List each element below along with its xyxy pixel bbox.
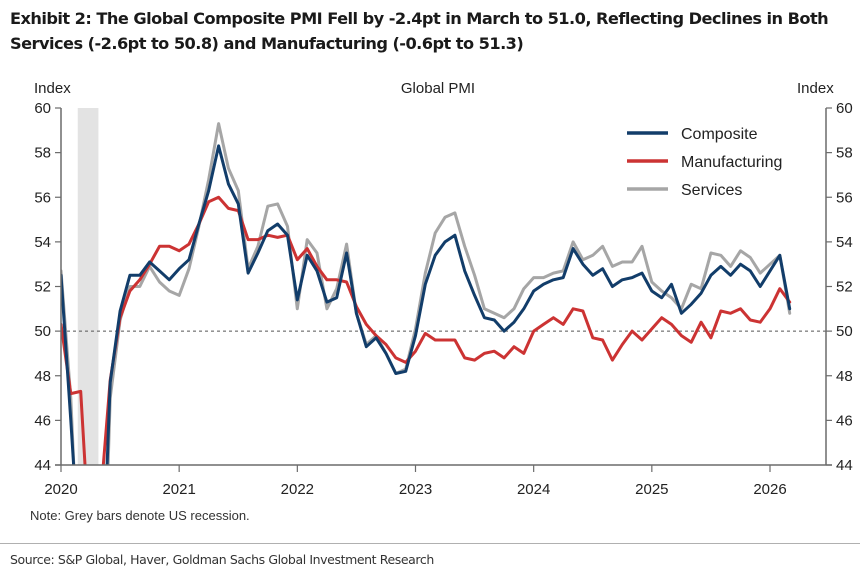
exhibit-title: Exhibit 2: The Global Composite PMI Fell… bbox=[10, 9, 829, 53]
legend-label-manufacturing: Manufacturing bbox=[681, 154, 782, 171]
x-tick-label: 2021 bbox=[162, 481, 195, 498]
right-y-tick-label: 50 bbox=[836, 323, 853, 340]
right-y-tick-label: 46 bbox=[836, 412, 853, 429]
right-y-tick-label: 58 bbox=[836, 145, 853, 162]
right-y-tick-label: 44 bbox=[836, 457, 853, 474]
recession-note: Note: Grey bars denote US recession. bbox=[30, 508, 250, 523]
left-y-tick-label: 60 bbox=[34, 100, 51, 117]
legend-label-services: Services bbox=[681, 182, 742, 199]
right-y-tick-label: 54 bbox=[836, 234, 853, 251]
left-y-tick-label: 46 bbox=[34, 412, 51, 429]
series-line-manufacturing bbox=[61, 195, 792, 465]
source-line: Source: S&P Global, Haver, Goldman Sachs… bbox=[10, 552, 434, 567]
left-y-tick-label: 44 bbox=[34, 457, 51, 474]
left-y-tick-label: 56 bbox=[34, 189, 51, 206]
series-line-services bbox=[61, 122, 792, 465]
x-tick-label: 2026 bbox=[753, 481, 786, 498]
legend: Composite Manufacturing Services bbox=[627, 126, 782, 199]
x-tick-label: 2023 bbox=[399, 481, 432, 498]
left-y-tick-label: 48 bbox=[34, 368, 51, 385]
legend-label-composite: Composite bbox=[681, 126, 758, 143]
right-axis-title: Index bbox=[797, 80, 834, 97]
series-layer bbox=[61, 122, 792, 465]
x-tick-label: 2025 bbox=[635, 481, 668, 498]
x-tick-label: 2020 bbox=[44, 481, 77, 498]
x-tick-label: 2024 bbox=[517, 481, 550, 498]
axes-layer: 44 44 46 46 48 48 50 50 52 52 54 54 56 56 58 58 60 60 2020… bbox=[34, 100, 852, 498]
footer-divider bbox=[0, 543, 860, 544]
pmi-chart: 44 44 46 46 48 48 50 50 52 52 54 54 56 56 58 58 60 60 2020… bbox=[34, 80, 853, 498]
x-tick-label: 2022 bbox=[281, 481, 314, 498]
left-y-tick-label: 52 bbox=[34, 279, 51, 296]
recession-bar bbox=[77, 108, 99, 465]
right-y-tick-label: 48 bbox=[836, 368, 853, 385]
series-line-composite bbox=[61, 144, 792, 465]
left-y-tick-label: 58 bbox=[34, 145, 51, 162]
left-y-tick-label: 54 bbox=[34, 234, 51, 251]
right-y-tick-label: 52 bbox=[836, 279, 853, 296]
left-y-tick-label: 50 bbox=[34, 323, 51, 340]
recession-shading-layer bbox=[77, 108, 99, 465]
left-axis-title: Index bbox=[34, 80, 71, 97]
right-y-tick-label: 60 bbox=[836, 100, 853, 117]
right-y-tick-label: 56 bbox=[836, 189, 853, 206]
chart-title: Global PMI bbox=[401, 80, 475, 97]
